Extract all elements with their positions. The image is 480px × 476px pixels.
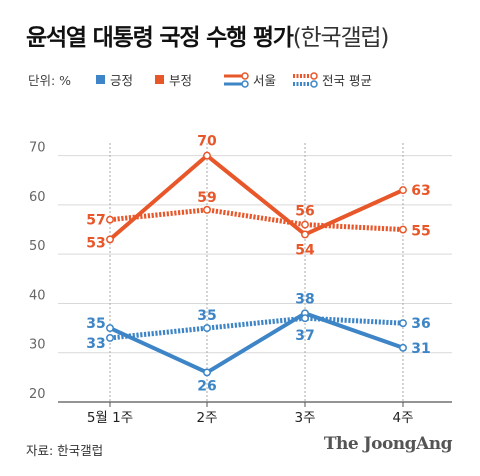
x-tick-label-0: 5월 1주 bbox=[87, 410, 133, 426]
y-tick-label-50: 50 bbox=[29, 239, 46, 254]
data-label-approve-national-1: 35 bbox=[197, 308, 216, 324]
legend-approve: 긍정 bbox=[96, 70, 133, 89]
point-approve-seoul-0 bbox=[106, 324, 114, 333]
data-label-disapprove-national-2: 56 bbox=[295, 204, 314, 220]
source-note: 자료: 한국갤럽 bbox=[26, 443, 104, 458]
point-approve-seoul-1 bbox=[203, 368, 211, 377]
approve-swatch bbox=[96, 75, 105, 84]
disapprove-swatch bbox=[155, 75, 164, 84]
y-tick-label-40: 40 bbox=[29, 288, 46, 303]
point-disapprove-national-1 bbox=[203, 205, 211, 214]
legend-approve-label: 긍정 bbox=[110, 73, 134, 88]
point-disapprove-seoul-1 bbox=[203, 151, 211, 160]
point-disapprove-seoul-3 bbox=[399, 186, 407, 195]
data-label-approve-national-3: 36 bbox=[411, 316, 430, 332]
point-approve-national-0 bbox=[106, 333, 114, 342]
series-line-approve-seoul bbox=[109, 311, 404, 375]
legend-disapprove-label: 부정 bbox=[169, 73, 193, 88]
point-approve-seoul-3 bbox=[399, 343, 407, 352]
x-tick-label-1: 2주 bbox=[196, 410, 217, 426]
legend-seoul-label: 서울 bbox=[253, 73, 277, 88]
data-label-disapprove-seoul-3: 63 bbox=[411, 183, 430, 199]
point-disapprove-seoul-2 bbox=[301, 230, 309, 239]
data-label-approve-national-0: 33 bbox=[86, 336, 105, 352]
series-line-disapprove-seoul bbox=[108, 153, 404, 241]
y-tick-label-30: 30 bbox=[29, 338, 46, 353]
data-label-approve-seoul-2: 38 bbox=[295, 291, 314, 307]
point-disapprove-national-0 bbox=[106, 215, 114, 224]
brand-logo: The JoongAng bbox=[323, 434, 453, 454]
data-label-disapprove-national-1: 59 bbox=[197, 190, 216, 206]
data-label-disapprove-seoul-2: 54 bbox=[295, 242, 315, 258]
point-disapprove-national-2 bbox=[301, 220, 309, 229]
data-label-approve-national-2: 37 bbox=[295, 328, 314, 344]
data-label-disapprove-national-0: 57 bbox=[86, 213, 105, 229]
y-tick-label-70: 70 bbox=[29, 141, 46, 156]
data-label-approve-seoul-1: 26 bbox=[197, 378, 216, 394]
legend-seoul: 서울 bbox=[221, 70, 276, 89]
chart-title: 윤석열 대통령 국정 수행 평가(한국갤럽) bbox=[26, 18, 390, 52]
title-main: 윤석열 대통령 국정 수행 평가 bbox=[26, 25, 294, 51]
point-approve-national-1 bbox=[203, 324, 211, 333]
y-tick-label-60: 60 bbox=[29, 190, 46, 205]
seoul-line-icon bbox=[224, 71, 249, 88]
point-approve-national-3 bbox=[399, 319, 407, 328]
legend-national-label: 전국 평균 bbox=[322, 73, 372, 88]
data-label-disapprove-seoul-1: 70 bbox=[197, 134, 217, 150]
point-approve-national-2 bbox=[301, 314, 309, 323]
national-line-icon bbox=[293, 71, 318, 88]
y-tick-label-20: 20 bbox=[29, 387, 46, 402]
data-label-disapprove-seoul-0: 53 bbox=[86, 235, 105, 251]
data-label-approve-seoul-3: 31 bbox=[411, 341, 430, 357]
data-label-disapprove-national-3: 55 bbox=[411, 224, 430, 240]
point-disapprove-seoul-0 bbox=[106, 235, 114, 244]
title-subtitle: (한국갤럽) bbox=[292, 25, 390, 51]
legend-disapprove: 부정 bbox=[155, 70, 192, 89]
data-label-approve-seoul-0: 35 bbox=[86, 316, 105, 332]
series-line-disapprove-national bbox=[109, 207, 404, 233]
x-tick-label-3: 4주 bbox=[392, 410, 413, 426]
unit-label: 단위: % bbox=[28, 73, 72, 88]
legend-national: 전국 평균 bbox=[290, 70, 372, 89]
series-line-approve-national bbox=[109, 315, 404, 341]
x-tick-label-2: 3주 bbox=[294, 410, 315, 426]
point-disapprove-national-3 bbox=[399, 225, 407, 234]
